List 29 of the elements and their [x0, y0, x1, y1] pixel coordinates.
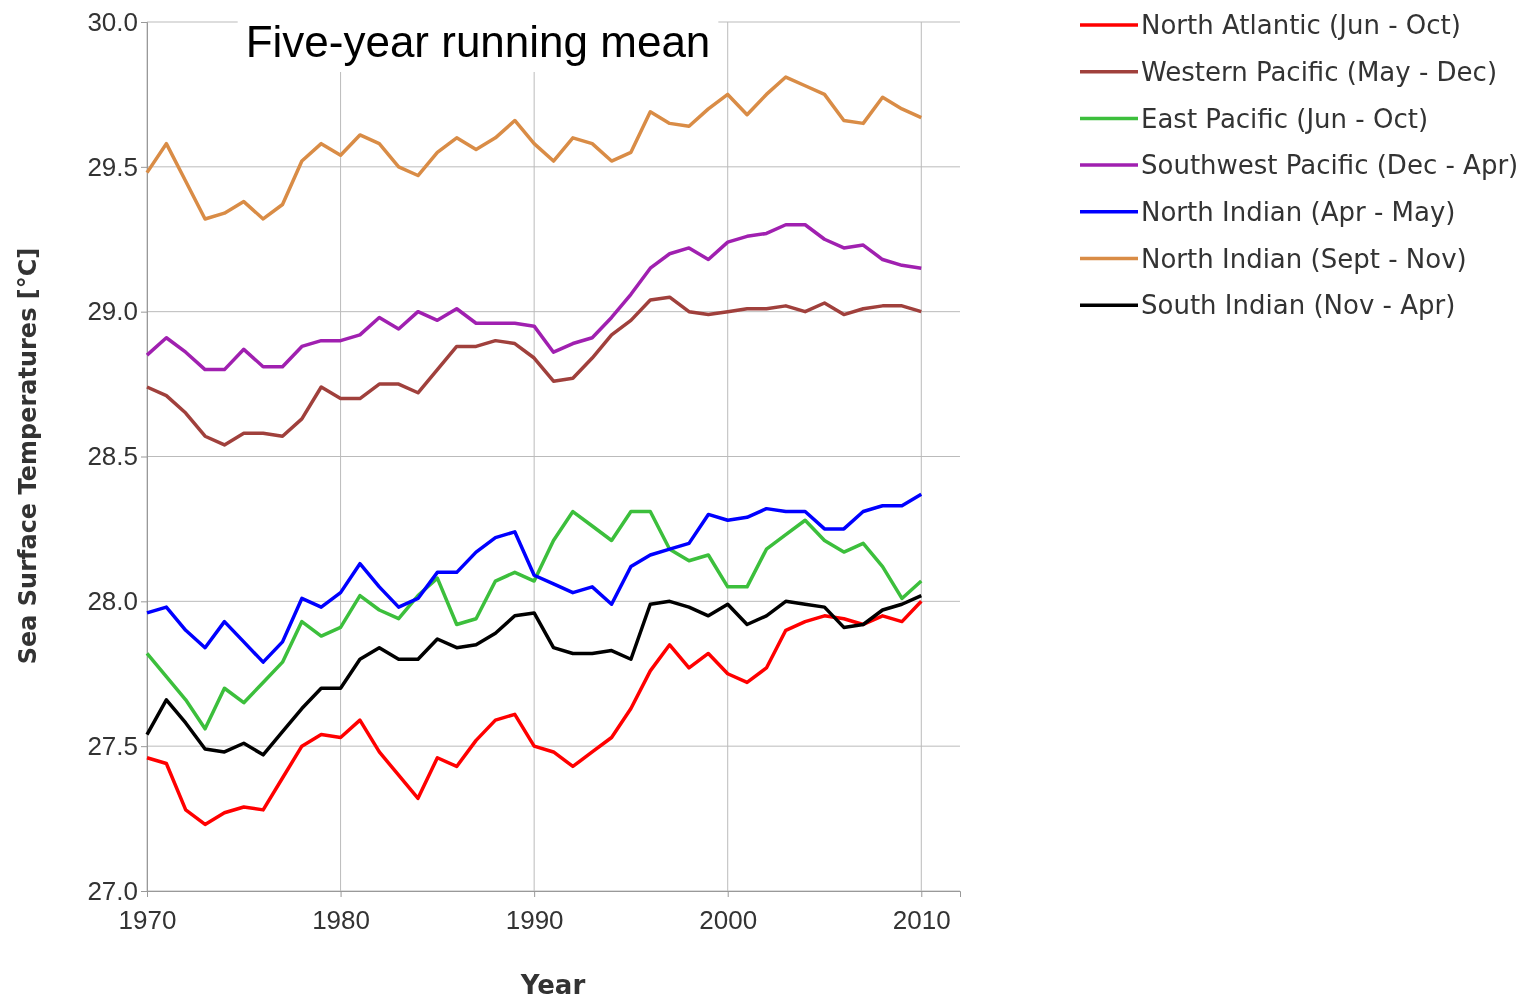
x-tick-label: 2000 [699, 904, 758, 935]
line-series [145, 223, 924, 372]
legend-label: South Indian (Nov - Apr) [1141, 290, 1456, 321]
y-tick-label: 27.5 [87, 730, 138, 761]
line-series [145, 509, 924, 731]
legend-label: East Pacific (Jun - Oct) [1141, 103, 1429, 134]
y-tick-label: 29.0 [87, 296, 138, 327]
chart-title: Five-year running mean [245, 17, 711, 66]
x-tick-label: 1970 [118, 904, 177, 935]
y-axis-title: Sea Surface Temperatures [°C] [14, 247, 42, 665]
line-series [145, 593, 924, 757]
line-series [145, 295, 924, 447]
y-tick-label: 29.5 [87, 151, 138, 182]
line-series [145, 75, 924, 221]
line-series [145, 492, 924, 664]
legend-label: Southwest Pacific (Dec - Apr) [1141, 150, 1519, 181]
x-tick-label: 1980 [312, 904, 370, 935]
legend-label: North Atlantic (Jun - Oct) [1141, 10, 1461, 41]
y-tick-label: 30.0 [87, 6, 138, 37]
x-tick-label: 1990 [505, 904, 564, 935]
legend-label: Western Pacific (May - Dec) [1141, 56, 1498, 87]
y-tick-label: 27.0 [87, 875, 138, 906]
legend-label: North Indian (Apr - May) [1141, 196, 1456, 227]
x-tick-label: 2010 [892, 904, 951, 935]
y-tick-label: 28.5 [87, 441, 138, 472]
y-tick-label: 28.0 [87, 586, 138, 617]
legend-label: North Indian (Sept - Nov) [1141, 243, 1467, 274]
x-axis-title: Year [519, 970, 586, 1000]
line-series [145, 599, 924, 827]
